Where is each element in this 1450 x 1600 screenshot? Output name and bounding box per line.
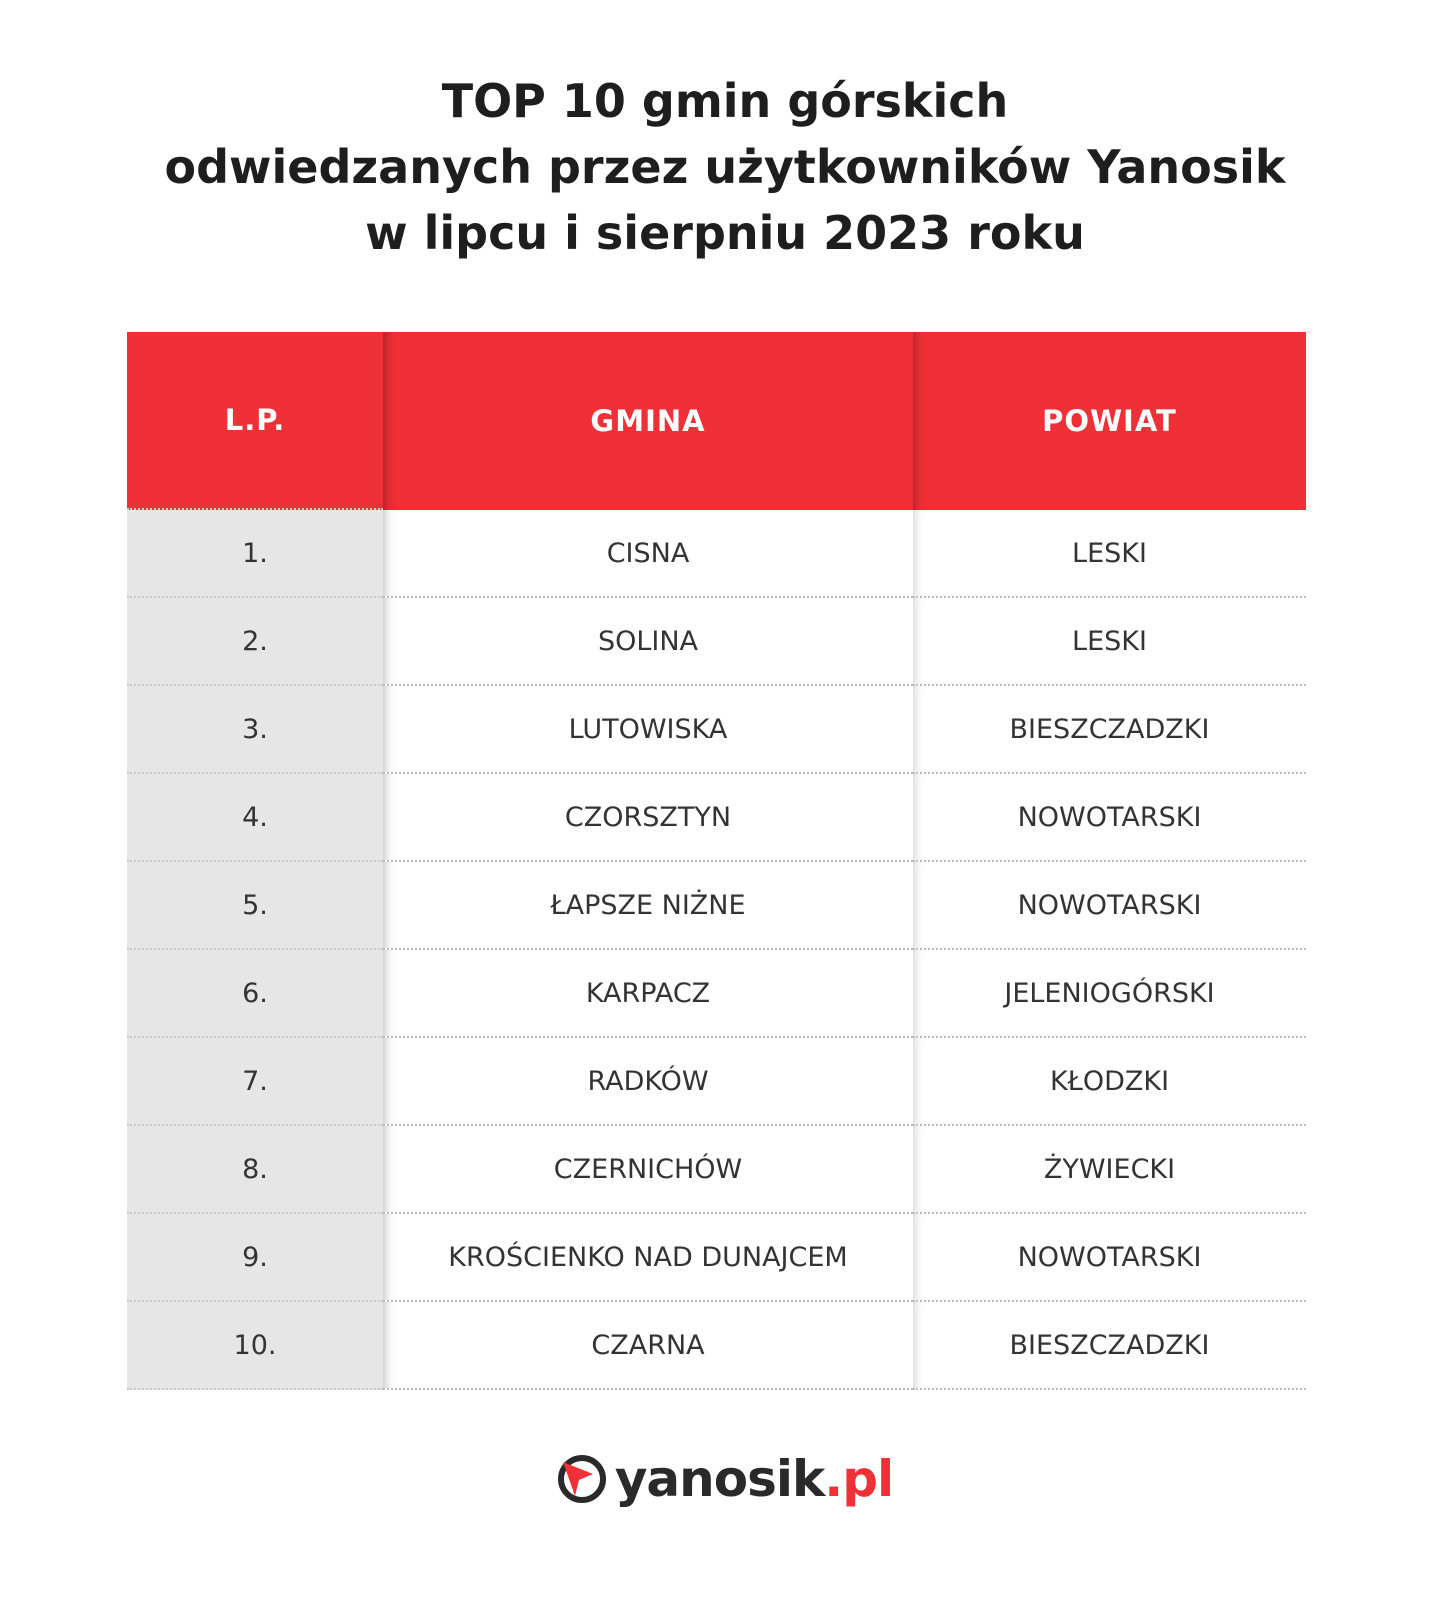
table-cell: LESKI bbox=[913, 598, 1306, 686]
table-cell: 4. bbox=[127, 774, 383, 862]
table-cell: KROŚCIENKO NAD DUNAJCEM bbox=[383, 1214, 913, 1302]
table-cell: BIESZCZADZKI bbox=[913, 1302, 1306, 1390]
table-row: 9. KROŚCIENKO NAD DUNAJCEM NOWOTARSKI bbox=[127, 1214, 1306, 1302]
title: TOP 10 gmin górskich odwiedzanych przez u… bbox=[0, 68, 1450, 266]
table-cell: 2. bbox=[127, 598, 383, 686]
table-cell: CZERNICHÓW bbox=[383, 1126, 913, 1214]
table-cell: CZORSZTYN bbox=[383, 774, 913, 862]
table-row: 10. CZARNA BIESZCZADZKI bbox=[127, 1302, 1306, 1390]
table-row: 4. CZORSZTYN NOWOTARSKI bbox=[127, 774, 1306, 862]
table-cell: BIESZCZADZKI bbox=[913, 686, 1306, 774]
title-line: odwiedzanych przez użytkowników Yanosik bbox=[164, 140, 1286, 194]
table-cell: CZARNA bbox=[383, 1302, 913, 1390]
table-row: 6. KARPACZ JELENIOGÓRSKI bbox=[127, 950, 1306, 1038]
table-cell: LESKI bbox=[913, 510, 1306, 598]
table-cell: 6. bbox=[127, 950, 383, 1038]
table-cell: 1. bbox=[127, 510, 383, 598]
table-cell: NOWOTARSKI bbox=[913, 774, 1306, 862]
table-cell: 5. bbox=[127, 862, 383, 950]
table-cell: KARPACZ bbox=[383, 950, 913, 1038]
title-line: TOP 10 gmin górskich bbox=[441, 74, 1009, 128]
table-cell: JELENIOGÓRSKI bbox=[913, 950, 1306, 1038]
title-line: w lipcu i sierpniu 2023 roku bbox=[365, 206, 1085, 260]
table-cell: LUTOWISKA bbox=[383, 686, 913, 774]
table-cell: ŻYWIECKI bbox=[913, 1126, 1306, 1214]
column-header: L.P. bbox=[127, 332, 383, 510]
table-cell: RADKÓW bbox=[383, 1038, 913, 1126]
table-row: 1. CISNA LESKI bbox=[127, 510, 1306, 598]
logo-icon bbox=[557, 1455, 606, 1503]
table-cell: ŁAPSZE NIŻNE bbox=[383, 862, 913, 950]
logo: yanosik.pl bbox=[0, 1450, 1450, 1508]
table-cell: 3. bbox=[127, 686, 383, 774]
table-cell: KŁODZKI bbox=[913, 1038, 1306, 1126]
column-header: GMINA bbox=[383, 332, 913, 510]
table-cell: 7. bbox=[127, 1038, 383, 1126]
header-row: L.P. GMINA POWIAT bbox=[127, 332, 1306, 510]
table-cell: 10. bbox=[127, 1302, 383, 1390]
table-row: 3. LUTOWISKA BIESZCZADZKI bbox=[127, 686, 1306, 774]
logo-text: yanosik.pl bbox=[614, 1450, 894, 1508]
table-cell: NOWOTARSKI bbox=[913, 862, 1306, 950]
table-cell: CISNA bbox=[383, 510, 913, 598]
logo-suffix: .pl bbox=[824, 1450, 894, 1508]
table-row: 7. RADKÓW KŁODZKI bbox=[127, 1038, 1306, 1126]
table-row: 2. SOLINA LESKI bbox=[127, 598, 1306, 686]
table-row: 8. CZERNICHÓW ŻYWIECKI bbox=[127, 1126, 1306, 1214]
table-cell: 9. bbox=[127, 1214, 383, 1302]
logo-main: yanosik bbox=[614, 1450, 825, 1508]
table-cell: NOWOTARSKI bbox=[913, 1214, 1306, 1302]
table-row: 5. ŁAPSZE NIŻNE NOWOTARSKI bbox=[127, 862, 1306, 950]
column-header: POWIAT bbox=[913, 332, 1306, 510]
table-cell: SOLINA bbox=[383, 598, 913, 686]
table: L.P. GMINA POWIAT 1. CISNA LESKI 2. SOLINA LESKI… bbox=[127, 332, 1306, 1390]
table-cell: 8. bbox=[127, 1126, 383, 1214]
